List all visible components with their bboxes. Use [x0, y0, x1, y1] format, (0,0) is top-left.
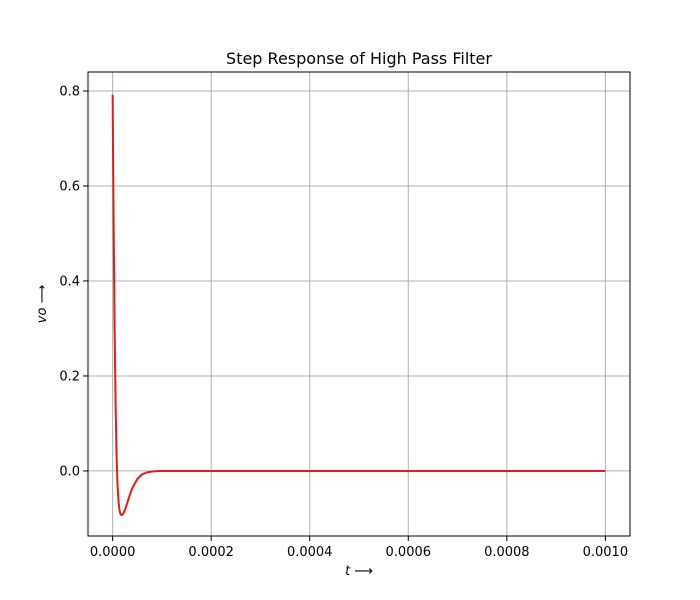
step-response-line	[111, 94, 606, 517]
plot-frame	[87, 71, 631, 537]
series-layer	[111, 94, 606, 517]
y-tick-label: 0.4	[59, 274, 80, 289]
x-tick-label: 0.0006	[386, 545, 432, 560]
y-axis: 0.0 0.2 0.4 0.6 0.8	[59, 84, 88, 479]
grid	[88, 72, 630, 536]
x-tick-label: 0.0010	[583, 545, 629, 560]
x-tick-label: 0.0002	[188, 545, 234, 560]
y-tick-label: 0.2	[59, 369, 80, 384]
y-axis-label: vo ⟶	[35, 285, 50, 323]
y-tick-label: 0.0	[59, 464, 80, 479]
x-tick-label: 0.0000	[90, 545, 136, 560]
x-tick-label: 0.0008	[484, 545, 530, 560]
x-axis-label: t ⟶	[345, 564, 373, 579]
x-tick-label: 0.0004	[287, 545, 333, 560]
chart-title: Step Response of High Pass Filter	[226, 49, 492, 68]
y-tick-label: 0.6	[59, 179, 80, 194]
x-axis: 0.0000 0.0002 0.0004 0.0006 0.0008 0.0010	[90, 536, 628, 560]
y-tick-label: 0.8	[59, 84, 80, 99]
